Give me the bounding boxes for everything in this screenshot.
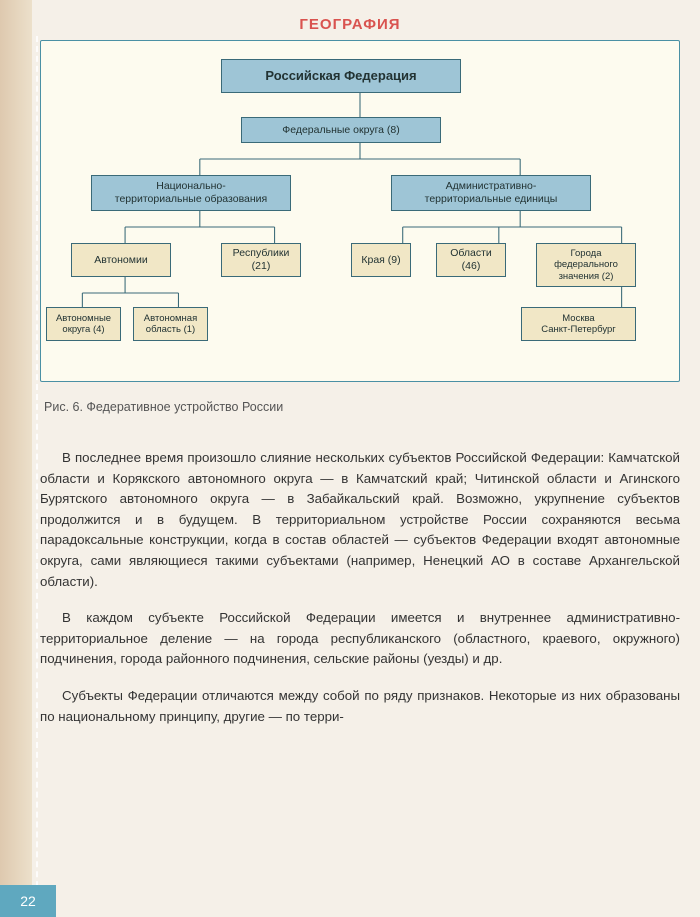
label-aut-okrug: Автономные округа (4) [56, 313, 111, 336]
node-admin-territorial: Административно- территориальные единицы [391, 175, 591, 211]
label-autonomies: Автономии [94, 254, 147, 267]
figure-caption: Рис. 6. Федеративное устройство России [44, 400, 680, 414]
label-fed-cities: Города федерального значения (2) [554, 248, 618, 282]
node-autonomies: Автономии [71, 243, 171, 277]
node-republics: Республики (21) [221, 243, 301, 277]
node-root-label: Российская Федерация [265, 68, 416, 84]
subject-header: ГЕОГРАФИЯ [0, 16, 700, 33]
node-branch-right-label: Административно- территориальные единицы [425, 180, 558, 205]
node-national-territorial: Национально- территориальные образования [91, 175, 291, 211]
label-oblasti: Области (46) [450, 247, 492, 272]
node-fed-cities: Города федерального значения (2) [536, 243, 636, 287]
paragraph-1: В последнее время произошло слияние неск… [40, 448, 680, 592]
node-level2-label: Федеральные округа (8) [282, 124, 400, 137]
node-aut-okruga: Автономные округа (4) [46, 307, 121, 341]
node-branch-left-label: Национально- территориальные образования [115, 180, 267, 205]
paragraph-3: Субъекты Федерации отличаются между собо… [40, 686, 680, 727]
node-oblasti: Области (46) [436, 243, 506, 277]
org-chart: Российская Федерация Федеральные округа … [61, 59, 659, 359]
node-root: Российская Федерация [221, 59, 461, 93]
left-margin-decoration [0, 0, 32, 917]
page-number: 22 [0, 885, 56, 917]
label-kraya: Края (9) [361, 254, 400, 267]
label-republics: Республики (21) [233, 247, 290, 272]
node-kraya: Края (9) [351, 243, 411, 277]
page-content: Российская Федерация Федеральные округа … [40, 40, 680, 743]
label-city-list: Москва Санкт-Петербург [541, 313, 616, 336]
body-text: В последнее время произошло слияние неск… [40, 448, 680, 727]
node-federal-districts: Федеральные округа (8) [241, 117, 441, 143]
label-aut-oblast: Автономная область (1) [144, 313, 197, 336]
node-city-list: Москва Санкт-Петербург [521, 307, 636, 341]
diagram-frame: Российская Федерация Федеральные округа … [40, 40, 680, 382]
node-aut-oblast: Автономная область (1) [133, 307, 208, 341]
paragraph-2: В каждом субъекте Российской Федерации и… [40, 608, 680, 670]
